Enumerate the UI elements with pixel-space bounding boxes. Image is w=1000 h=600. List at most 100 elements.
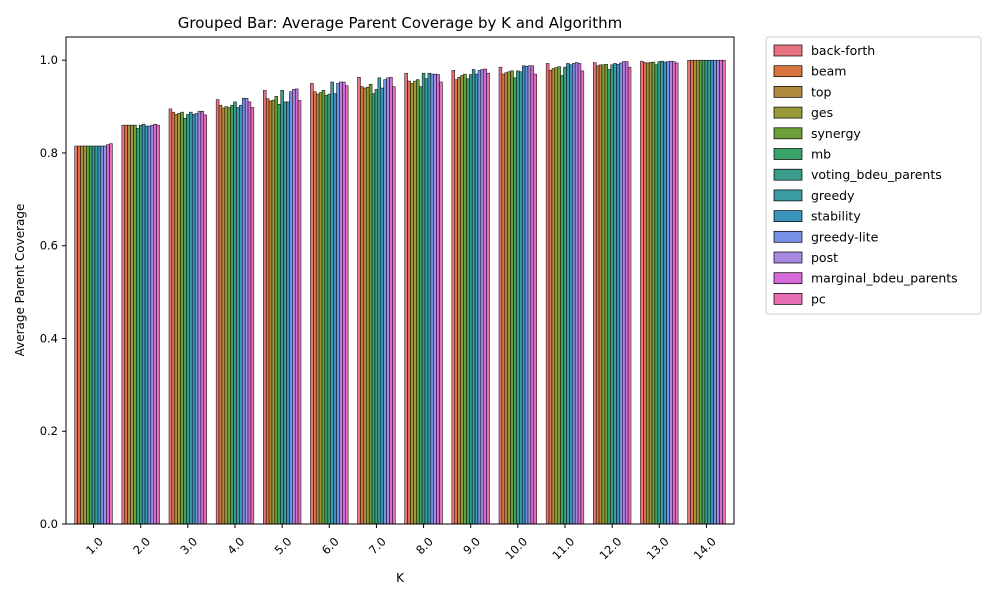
y-tick-label: 1.0 [40,53,58,67]
x-tick-label: 9.0 [460,534,483,557]
bar-greedy-k4.0 [236,107,240,525]
bar-stability-k13.0 [663,61,667,525]
bar-greedy-lite-k6.0 [336,83,340,525]
bar-greedy-lite-k13.0 [666,61,670,525]
bar-mb-k11.0 [560,75,564,525]
legend-label-back-forth: back-forth [811,43,875,58]
legend-label-top: top [811,84,832,99]
bar-synergy-k14.0 [698,59,703,525]
bar-synergy-k5.0 [274,96,279,525]
bar-back-forth-k8.0 [404,72,408,525]
bar-synergy-k8.0 [416,79,420,525]
legend: back-forth beam top ges synergy mb voting_bdeu… [765,36,982,315]
bar-greedy-k1.0 [94,145,99,525]
bar-synergy-k10.0 [510,70,514,525]
bar-pc-k3.0 [203,114,207,525]
bar-voting_bdeu_parents-k6.0 [327,93,331,525]
bar-back-forth-k4.0 [215,99,220,525]
bar-post-k10.0 [527,65,532,525]
legend-swatch-voting_bdeu_parents [773,168,803,181]
bar-mb-k14.0 [701,59,706,525]
x-tick-label: 14.0 [691,534,719,562]
bar-stability-k6.0 [333,93,337,525]
y-tick-label: 0.2 [40,424,58,438]
legend-label-marginal_bdeu_parents: marginal_bdeu_parents [811,271,958,286]
x-tick-label: 12.0 [596,534,624,562]
legend-swatch-top [773,86,803,98]
legend-label-greedy-lite: greedy-lite [811,229,879,244]
legend-swatch-post [773,251,803,264]
bar-top-k4.0 [221,107,226,525]
bar-voting_bdeu_parents-k2.0 [139,124,143,525]
bar-mb-k13.0 [654,64,659,525]
bar-marginal_bdeu_parents-k13.0 [672,61,676,525]
legend-label-synergy: synergy [811,126,861,141]
bar-voting_bdeu_parents-k7.0 [374,89,379,525]
bar-top-k3.0 [174,114,178,525]
bar-greedy-k11.0 [566,63,570,525]
bar-mb-k6.0 [324,95,329,525]
bar-ges-k4.0 [224,106,229,525]
bar-marginal_bdeu_parents-k14.0 [719,59,723,525]
bar-ges-k13.0 [648,62,653,525]
bar-voting_bdeu_parents-k8.0 [421,72,426,525]
bar-greedy-k6.0 [330,81,334,525]
bar-stability-k10.0 [521,65,526,525]
bar-greedy-k14.0 [707,59,712,525]
bar-mb-k2.0 [136,128,140,525]
legend-swatch-mb [773,148,803,160]
bar-top-k14.0 [693,59,697,525]
bar-top-k2.0 [127,124,131,525]
bar-stability-k14.0 [710,59,714,525]
legend-swatch-back-forth [773,44,803,57]
legend-label-pc: pc [811,291,826,306]
x-tick-label: 10.0 [502,534,530,562]
legend-box [765,36,982,315]
bar-marginal_bdeu_parents-k1.0 [106,144,110,525]
bar-voting_bdeu_parents-k11.0 [563,66,567,525]
y-tick-label: 0.0 [40,517,58,531]
bar-beam-k10.0 [501,73,506,525]
bar-mb-k7.0 [371,93,376,525]
bar-back-forth-k12.0 [593,62,597,525]
bar-greedy-k7.0 [377,77,382,525]
bar-greedy-k9.0 [471,69,476,525]
bar-ges-k6.0 [318,92,323,525]
bar-back-forth-k5.0 [263,90,267,525]
bar-top-k10.0 [504,72,508,525]
bar-beam-k1.0 [77,145,81,525]
bar-ges-k3.0 [177,113,181,525]
x-tick-label: 11.0 [549,534,577,562]
bar-mb-k3.0 [183,117,187,525]
bar-greedy-lite-k14.0 [713,59,717,525]
bar-mb-k12.0 [607,69,611,525]
bar-top-k11.0 [551,68,556,525]
bar-stability-k4.0 [239,104,243,525]
bar-top-k8.0 [410,83,414,525]
bar-post-k3.0 [197,110,202,525]
bar-post-k14.0 [716,59,720,525]
bar-post-k5.0 [292,89,296,525]
legend-label-stability: stability [811,209,861,224]
bar-greedy-k12.0 [613,63,617,525]
x-tick-label: 13.0 [644,534,672,562]
bar-mb-k5.0 [277,104,281,525]
bar-mb-k1.0 [88,145,93,525]
x-tick-label: 2.0 [130,534,153,557]
bar-mb-k10.0 [513,77,517,525]
bar-pc-k9.0 [486,72,490,525]
legend-swatch-synergy [773,127,803,140]
bar-mb-k4.0 [230,104,234,525]
bar-ges-k7.0 [366,86,370,525]
bar-synergy-k12.0 [604,64,609,525]
legend-label-beam: beam [811,64,846,79]
bar-voting_bdeu_parents-k14.0 [704,59,709,525]
bar-top-k6.0 [315,93,320,525]
bar-marginal_bdeu_parents-k2.0 [153,123,157,525]
legend-label-mb: mb [811,147,831,162]
bar-post-k7.0 [386,77,390,525]
bar-post-k12.0 [622,61,626,525]
bar-beam-k8.0 [407,80,411,525]
bar-pc-k13.0 [674,62,679,525]
